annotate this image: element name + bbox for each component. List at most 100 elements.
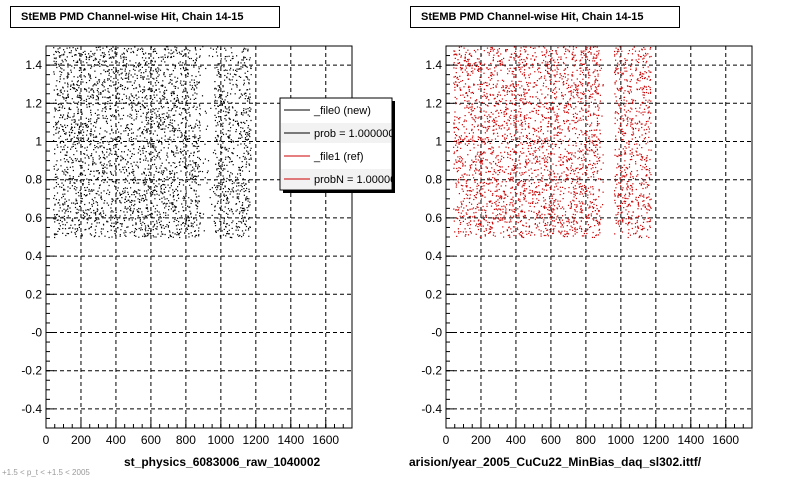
hit-point xyxy=(184,232,186,234)
hit-point xyxy=(133,191,135,193)
hit-point xyxy=(584,172,586,174)
hit-point xyxy=(533,82,535,84)
hit-point xyxy=(110,172,112,174)
hit-point xyxy=(182,179,184,182)
hit-point xyxy=(80,122,82,124)
hit-point xyxy=(567,49,569,51)
hit-point xyxy=(465,212,467,214)
hit-point xyxy=(132,132,134,134)
hit-point xyxy=(110,214,112,216)
hit-point xyxy=(115,166,117,168)
hit-point xyxy=(118,182,120,184)
hit-point xyxy=(500,109,502,111)
hit-point xyxy=(77,112,79,115)
hit-point xyxy=(149,118,151,120)
hit-point xyxy=(180,152,182,154)
hit-point xyxy=(141,213,143,215)
hit-point xyxy=(157,110,159,112)
hit-point xyxy=(169,81,171,83)
hit-point xyxy=(169,170,171,172)
hit-point xyxy=(558,160,560,162)
hit-point xyxy=(488,114,490,116)
hit-point xyxy=(601,115,603,117)
hit-point xyxy=(176,94,178,97)
hit-point xyxy=(573,127,575,129)
hit-point xyxy=(581,57,583,59)
hit-point xyxy=(224,195,226,197)
hit-point xyxy=(147,224,149,226)
hit-point xyxy=(479,236,481,238)
hit-point xyxy=(475,51,477,53)
hit-point xyxy=(526,101,528,103)
hit-point xyxy=(218,85,221,87)
hit-point xyxy=(595,78,597,80)
hit-point xyxy=(114,181,116,183)
hit-point xyxy=(90,118,92,120)
hit-point xyxy=(574,122,576,124)
hit-point xyxy=(568,84,570,86)
hit-point xyxy=(116,128,118,130)
hit-point xyxy=(555,176,557,178)
hit-point xyxy=(135,191,137,193)
hit-point xyxy=(528,202,530,204)
hit-point xyxy=(156,210,158,212)
hit-point xyxy=(115,71,117,73)
hit-point xyxy=(90,143,92,145)
hit-point xyxy=(222,161,224,163)
hit-point xyxy=(63,49,65,51)
hit-point xyxy=(244,137,247,139)
hit-point xyxy=(121,193,123,195)
hit-point xyxy=(104,117,106,119)
hit-point xyxy=(147,168,149,170)
hit-point xyxy=(81,235,83,237)
hit-point xyxy=(113,222,115,224)
hit-point xyxy=(62,86,64,88)
hit-point xyxy=(65,126,67,129)
hit-point xyxy=(474,121,476,123)
hit-point xyxy=(246,139,248,141)
hit-point xyxy=(158,122,160,124)
hit-point xyxy=(101,145,103,147)
hit-point xyxy=(196,208,198,210)
hit-point xyxy=(151,126,153,128)
hit-point xyxy=(513,59,515,61)
hit-point xyxy=(97,190,99,192)
hit-point xyxy=(74,233,77,235)
hit-point xyxy=(513,94,515,96)
hit-point xyxy=(125,72,128,74)
hit-point xyxy=(98,93,100,95)
hit-point xyxy=(171,79,173,81)
hit-point xyxy=(181,134,183,136)
hit-point xyxy=(516,114,518,116)
hit-point xyxy=(105,115,107,117)
hit-point xyxy=(141,103,143,105)
hit-point xyxy=(599,129,601,131)
hit-point xyxy=(199,55,201,57)
hit-point xyxy=(60,63,62,65)
hit-point xyxy=(136,191,138,193)
hit-point xyxy=(505,146,507,148)
hit-point xyxy=(224,185,226,187)
hit-point xyxy=(109,85,111,87)
hit-point xyxy=(64,82,66,84)
hit-point xyxy=(136,49,139,51)
hit-point xyxy=(453,151,456,153)
hit-point xyxy=(183,157,185,159)
hit-point xyxy=(596,160,598,162)
hit-point xyxy=(588,143,591,145)
hit-point xyxy=(469,190,471,192)
hit-point xyxy=(596,219,598,221)
hit-point xyxy=(186,119,188,122)
hit-point xyxy=(61,68,63,70)
hit-point xyxy=(548,206,550,208)
hit-point xyxy=(250,157,252,159)
hit-point xyxy=(68,108,70,110)
hit-point xyxy=(241,236,243,238)
hit-point xyxy=(559,132,561,134)
hit-point xyxy=(133,148,135,150)
hit-point xyxy=(454,119,456,121)
hit-point xyxy=(526,56,528,59)
hit-point xyxy=(580,52,583,54)
hit-point xyxy=(145,130,147,132)
hit-point xyxy=(540,102,542,104)
